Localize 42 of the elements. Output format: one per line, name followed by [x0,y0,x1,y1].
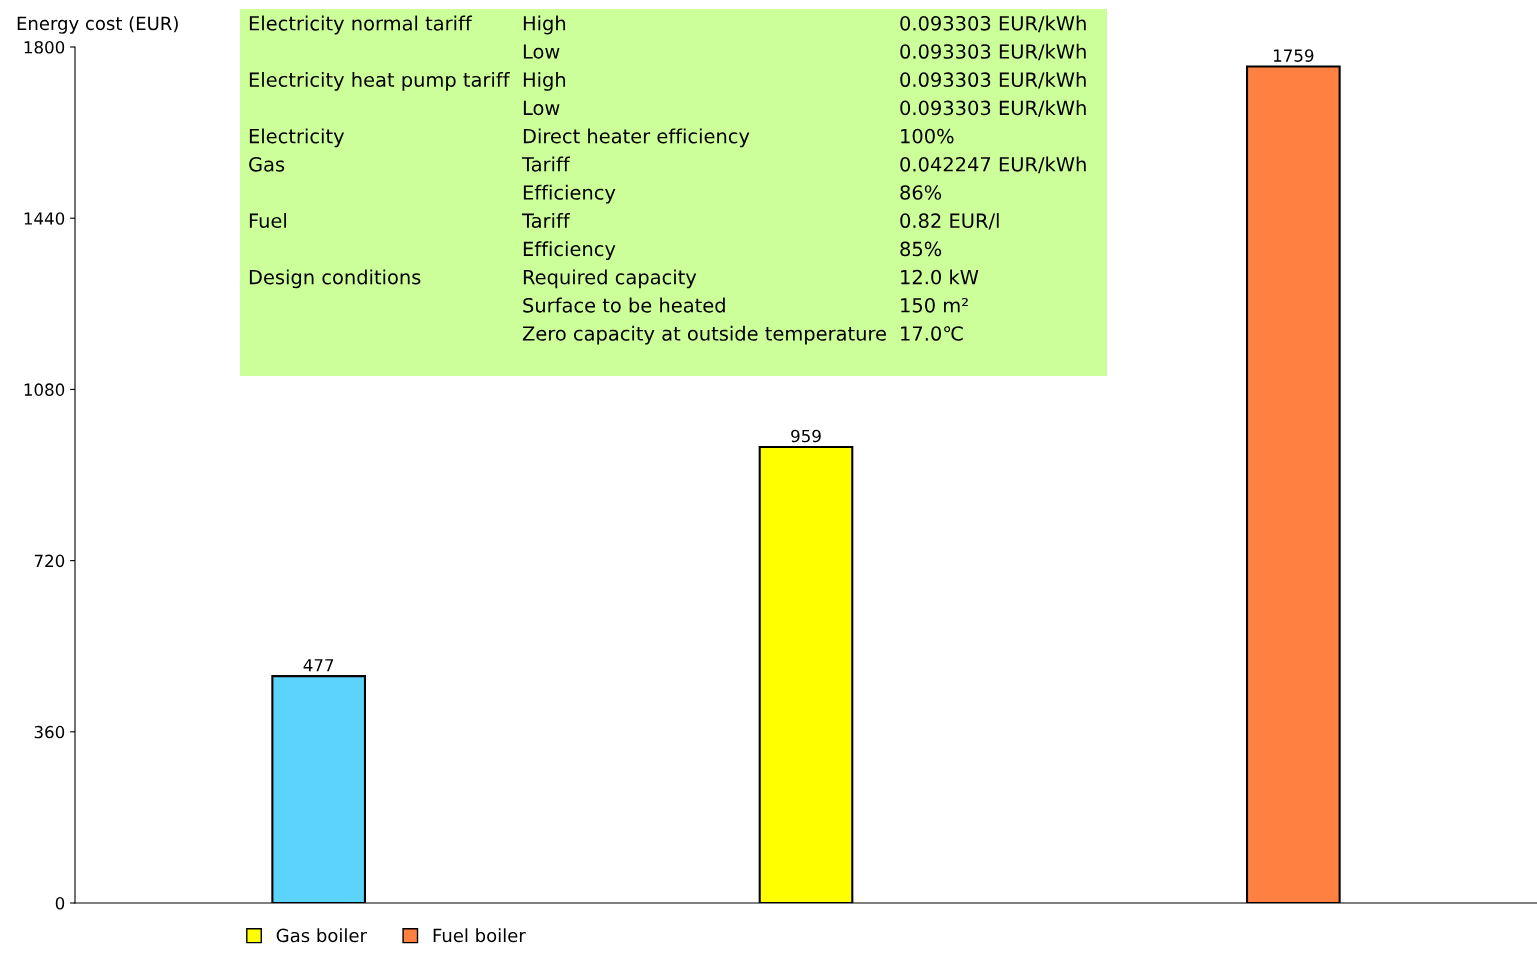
annotation: Zero capacity at outside temperature [522,325,886,345]
annotation: Electricity [249,128,345,148]
annotation: Efficiency [523,184,616,204]
annotation: Design conditions [249,269,421,289]
annotation: 0.82 EUR/l [900,212,999,230]
y-tick-label: 0 [55,896,65,910]
legend-label: Gas boiler [276,928,367,943]
annotation: Low [523,44,560,59]
annotation: 12.0 kW [901,269,979,285]
annotation: Fuel [249,212,286,229]
annotation: Tariff [521,212,571,229]
annotation: Efficiency [523,241,616,261]
data-label: 477 [303,659,334,672]
annotation: Low [523,100,560,116]
annotation: Direct heater efficiency [523,128,750,148]
annotation: 85% [900,241,942,257]
annotation: 100% [901,128,954,144]
text: Electricity normal tariff [249,15,473,35]
annotation: 0.093303 EUR/kWh [900,71,1086,89]
annotation: Surface to be heated [523,297,725,313]
annotation: Electricity heat pump tariff [249,71,510,91]
annotation: 0.093303 EUR/kWh [900,100,1086,117]
text: High [523,15,566,35]
annotation: 0.042247 EUR/kWh [900,156,1086,174]
annotation: Required capacity [523,269,697,289]
data-label: 1759 [1273,49,1314,62]
y-tick-label: 360 [34,725,65,739]
annotation: 150 m² [901,297,968,313]
y-tick-label: 1800 [24,40,65,54]
data-label: 959 [791,429,821,443]
legend-label: Fuel boiler [433,928,526,943]
text: 0.093303 EUR/kWh [900,15,1086,33]
annotation: 86% [900,185,942,200]
y-tick-label: 1080 [24,383,65,396]
y-axis-title: Energy cost (EUR) [17,16,178,34]
annotation: 0.093303 EUR/kWh [900,43,1086,61]
annotation: 17.0℃ [901,326,963,341]
annotation: Tariff [521,156,571,172]
y-tick-label: 720 [34,554,65,568]
annotation: High [523,71,566,91]
y-tick-label: 1440 [24,212,65,225]
annotation: Gas [249,156,285,172]
